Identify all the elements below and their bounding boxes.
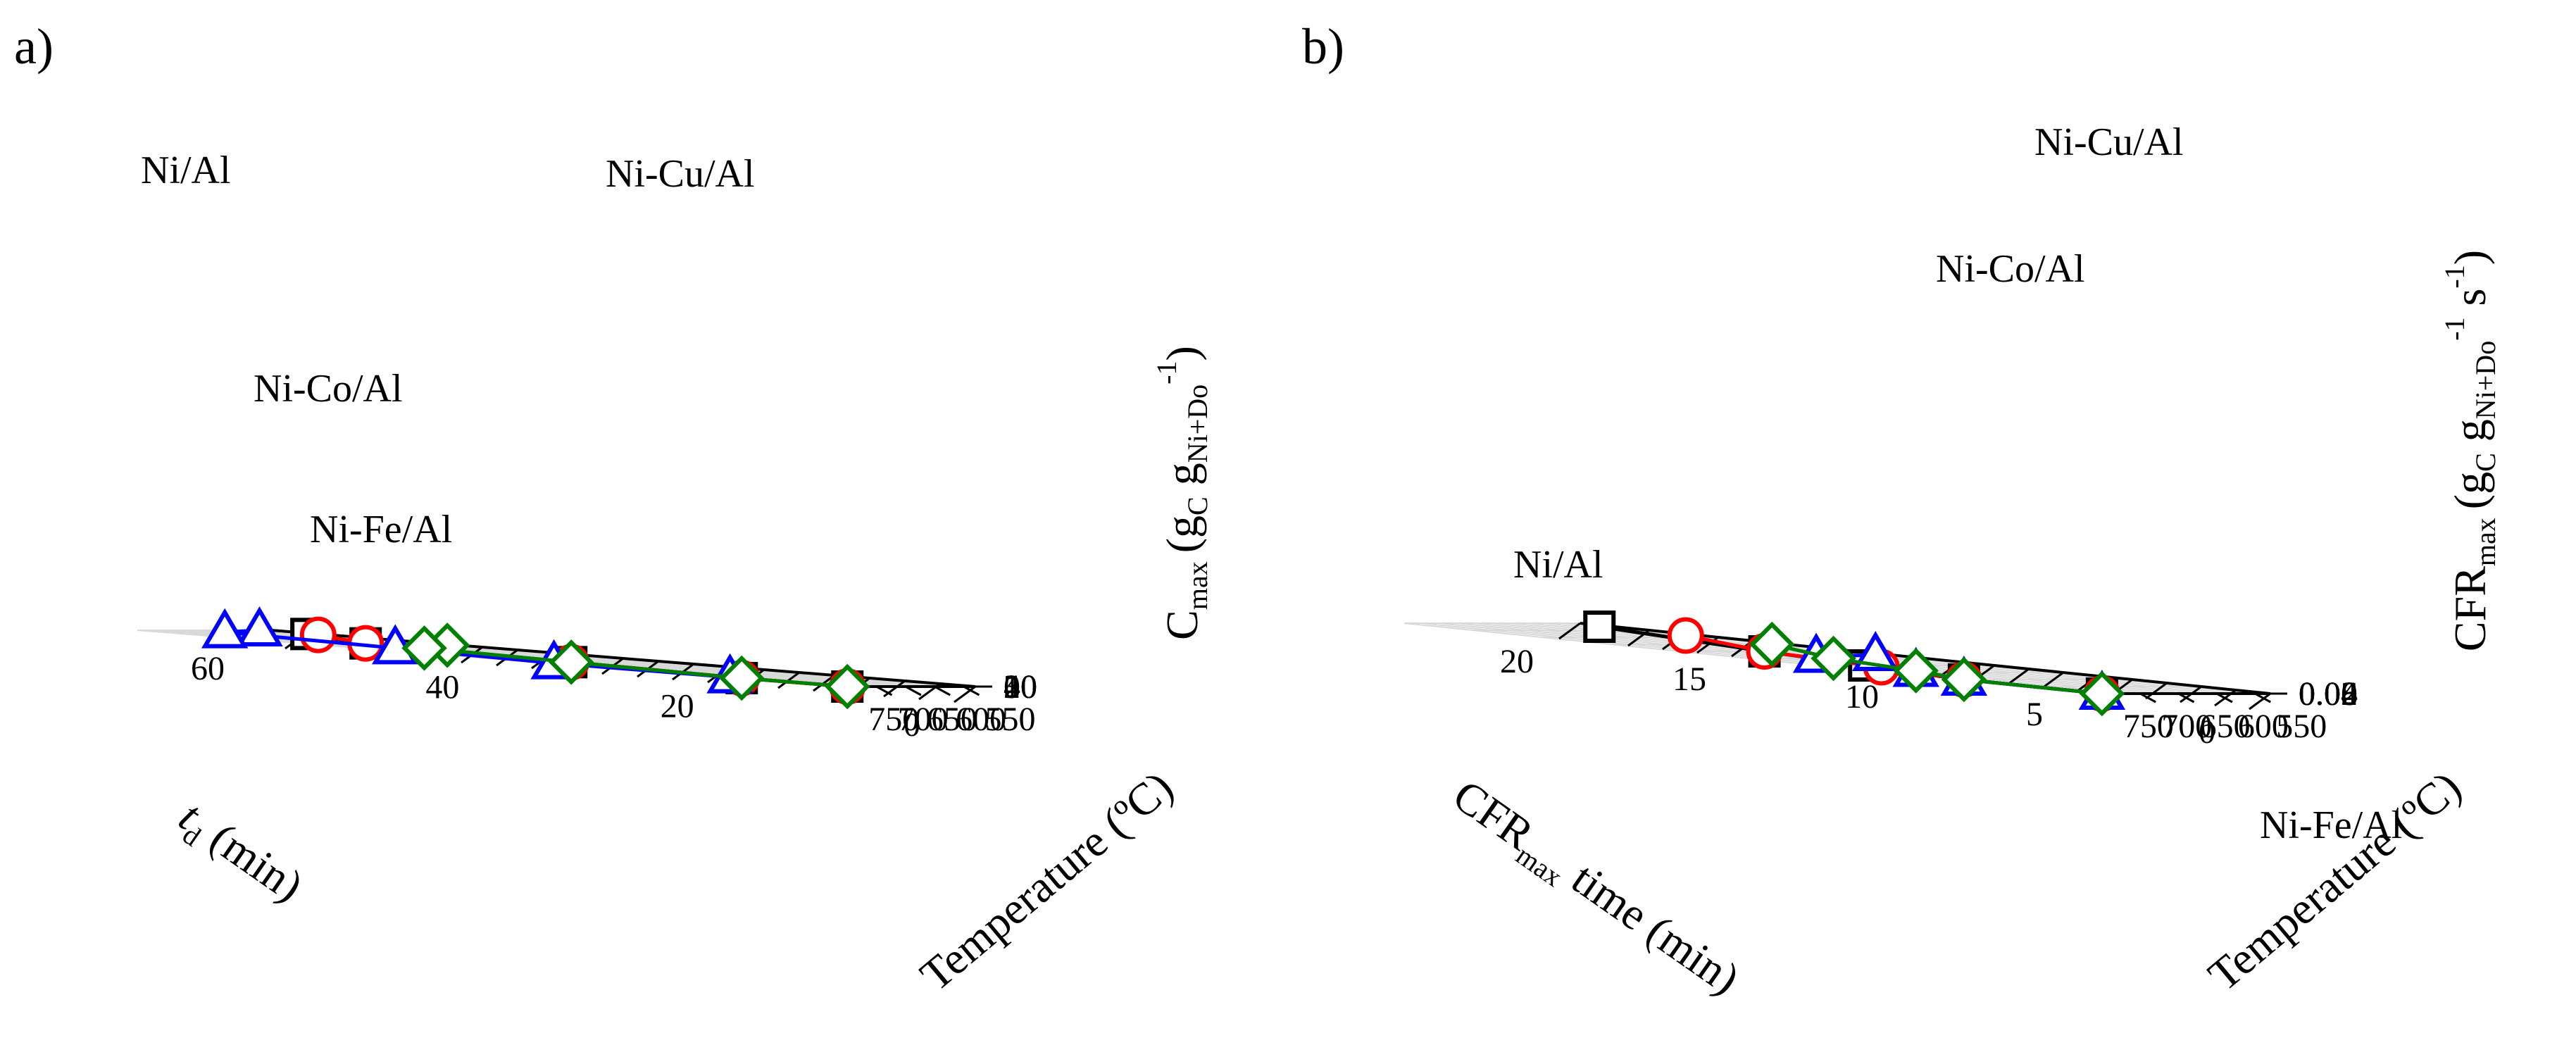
data-point-ni-fe-al [401,625,447,671]
panel-b: 550 600 650 700 750 0 5 10 15 20 0.00 0.02 0.04 0.06 0… [1288,0,2576,1041]
y-tick-label: 0 [2199,713,2215,751]
series-label-cu: Ni-Cu/Al [606,152,755,196]
x-axis-title: Temperature (ºC) [911,761,1182,1001]
y-tick [2007,668,2030,686]
y-tick [1558,622,1581,640]
y-tick [954,685,976,703]
y-tick-label: 60 [191,650,225,687]
x-tick-label: 750 [868,701,919,738]
floor-grid-line [1439,622,2130,694]
data-point-ni-fe-al [548,639,594,685]
series-group [1583,611,2126,717]
y-tick-label: 20 [661,687,694,725]
z-tick-label: 0.08 [2299,675,2358,713]
data-point-ni-al [1583,611,1616,643]
panel-label: a) [14,18,54,75]
x-tick-label: 600 [956,701,1006,738]
data-point-ni-co-al [1667,617,1704,654]
data-point-ni-co-al [299,616,337,653]
x-tick-label: 550 [2276,708,2327,745]
x-tick-label: 550 [984,701,1035,738]
x-tick [2254,692,2271,703]
series-group [201,606,870,710]
y-tick-label: 0 [904,706,920,744]
series-label-ni: Ni/Al [1513,543,1603,587]
x-tick-label: 750 [2123,708,2174,745]
data-point-ni-fe-al [1893,648,1939,694]
y-tick-label: 15 [1672,661,1706,698]
data-point-ni-cu-al [201,608,249,649]
y-tick [918,682,941,701]
y-axis-title: td (min) [167,791,312,916]
panel-label: b) [1302,18,1344,75]
y-tick [2180,685,2202,703]
data-point-ni-cu-al [236,606,283,646]
z-tick-label: 40 [1003,668,1037,706]
y-tick-label: 5 [2026,696,2043,733]
y-axis-title: CFRmax time (min) [1441,770,1749,1009]
x-tick-label: 700 [2161,708,2212,745]
panel-a: 550 600 650 700 750 0 20 40 60 0 10 20 30 40 Ni/Al Ni-C… [0,0,1288,1041]
z-tick-label: 0.04 [2299,675,2358,713]
z-tick-label: 20 [1003,668,1037,706]
z-tick-label: 30 [1003,668,1037,706]
y-tick [883,680,906,698]
series-label-co: Ni-Co/Al [254,367,403,411]
series-label-fe: Ni-Fe/Al [310,508,452,551]
z-tick-label: 0.02 [2299,675,2358,713]
z-tick-label: 10 [1003,668,1037,706]
x-tick-label: 650 [927,701,977,738]
y-tick-label: 40 [425,669,459,706]
x-axis-title: Temperature (ºC) [2199,761,2470,1001]
data-point-ni-cu-al [1852,631,1899,671]
z-tick-label: 0.06 [2299,675,2358,713]
y-tick-label: 20 [1500,643,1534,680]
x-tick [905,685,922,696]
z-tick-label: 0.00 [2299,675,2358,713]
x-tick [934,685,951,696]
x-tick-label: 600 [2238,708,2289,745]
z-axis-title: Cmax(gC gNi+Do-1) [1151,346,1213,640]
series-label-fe: Ni-Fe/Al [2260,803,2402,847]
data-point-ni-fe-al [1941,656,1987,703]
z-tick-label: 0 [1003,668,1020,706]
y-tick-label: 10 [1845,678,1879,715]
x-tick-label: 650 [2200,708,2251,745]
data-point-ni-fe-al [825,663,870,710]
series-label-co: Ni-Co/Al [1936,247,2085,291]
y-tick [2042,671,2064,689]
y-tick [2214,689,2237,707]
series-label-cu: Ni-Cu/Al [2034,120,2184,164]
x-tick [963,685,980,696]
data-point-ni-fe-al [719,655,765,701]
data-point-ni-fe-al [1749,621,1795,668]
data-point-ni-fe-al [1811,635,1856,682]
series-label-ni: Ni/Al [141,149,231,192]
x-tick-label: 700 [898,701,949,738]
y-tick [2249,692,2271,711]
data-point-ni-fe-al [2079,670,2125,717]
z-axis-title: CFRmax(gC gNi+Do-1 s-1) [2439,250,2501,651]
y-tick [2145,682,2168,700]
